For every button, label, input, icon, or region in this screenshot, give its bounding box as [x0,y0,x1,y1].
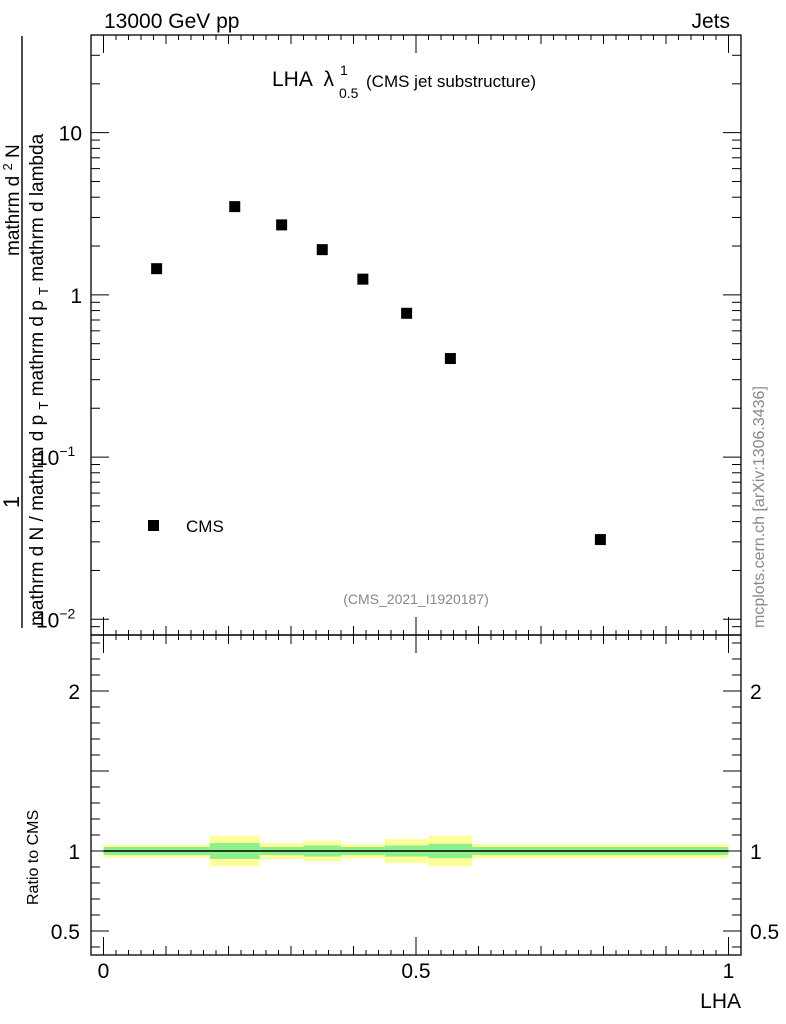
analysis-watermark: (CMS_2021_I1920187) [343,591,489,607]
ratio-xtick-label: 0 [98,960,110,983]
main-ytick-labels: 10 1 10−1 10−2 [36,123,82,633]
plot-title-sub: 0.5 [339,85,359,101]
header-left-label: 13000 GeV pp [104,10,239,33]
ratio-ytick-label-left: 0.5 [51,921,80,944]
main-ytick-label: 10−1 [36,443,76,470]
data-point [229,201,241,213]
plot-title-sup: 1 [340,62,348,78]
main-ytick-label: 1 [70,285,82,308]
ratio-ytick-label-left: 2 [68,681,80,704]
main-ylabel-numerator: 1 [0,496,24,508]
cms-data-points [151,201,606,546]
ratio-axis-ticks [90,635,742,955]
ratio-xtick-label: 1 [723,960,735,983]
main-ylabel-denominator: mathrm d N / mathrm d p T mathrm d p T m… [27,133,53,626]
data-point [594,534,606,546]
plot-title-symbol: λ [324,68,335,91]
plot-title-note: (CMS jet substructure) [366,72,536,91]
ratio-ytick-labels: 2 2 1 1 0.5 0.5 [51,681,779,944]
ratio-ytick-label-right: 0.5 [750,921,779,944]
main-ytick-label: 10 [59,123,82,146]
ratio-xtick-labels: 0 0.5 1 [98,960,735,983]
main-ylabel-numerator-expr: mathrm d 2 N [0,144,24,256]
main-axis-ticks [90,34,742,636]
header-right-label: Jets [691,10,730,33]
data-point [276,219,288,231]
ratio-xtick-label: 0.5 [401,960,430,983]
data-point [401,307,413,319]
main-plot-frame [90,34,742,636]
ratio-ytick-label-right: 1 [750,841,762,864]
main-ylabel: 1 mathrm d N / mathrm d p T mathrm d p T… [0,36,53,628]
ratio-xlabel: LHA [700,990,741,1013]
plot-title-main: LHA [272,68,313,91]
legend-marker-cms [148,520,159,531]
main-ytick-label: 10−2 [36,605,76,632]
side-source-label: mcplots.cern.ch [arXiv:1306.3436] [751,386,768,628]
data-point [316,244,328,256]
ratio-ylabel: Ratio to CMS [25,810,42,905]
ratio-ytick-label-left: 1 [68,841,80,864]
data-point [357,273,369,285]
data-point [151,263,163,275]
legend-label-cms: CMS [186,517,224,536]
plot-title: LHA λ [272,68,335,91]
ratio-plot-frame [90,634,742,956]
ratio-ytick-label-right: 2 [750,681,762,704]
data-point [444,353,456,365]
